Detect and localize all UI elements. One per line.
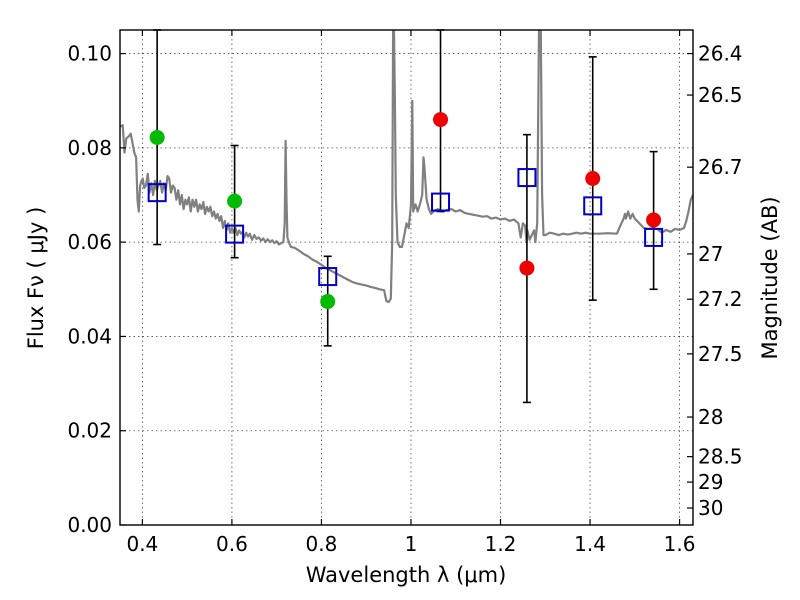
x-tick-label: 0.8	[306, 532, 338, 556]
marker-layer	[147, 29, 664, 404]
observed-flux-point	[519, 260, 535, 276]
y-axis-title-right: Magnitude (AB)	[758, 196, 782, 359]
x-tick-label: 1.4	[574, 532, 606, 556]
right-tick-label: 26.4	[698, 42, 743, 66]
x-tick-label: 1	[405, 532, 418, 556]
right-tick-label: 27.2	[698, 287, 743, 311]
observed-flux-point	[227, 193, 243, 209]
right-tick-label: 28.5	[698, 445, 743, 469]
right-tick-label: 30	[698, 496, 723, 520]
x-tick-label: 1.6	[664, 532, 696, 556]
y-tick-label: 0.10	[67, 42, 112, 66]
model-flux-square	[318, 267, 338, 287]
y-axis-title: Flux Fν ( μJy )	[24, 207, 48, 350]
observed-flux-point	[149, 129, 165, 145]
right-tick-label: 27	[698, 242, 723, 266]
x-tick-label: 0.4	[126, 532, 158, 556]
right-tick-label: 26.7	[698, 155, 743, 179]
observed-flux-point	[320, 294, 336, 310]
observed-flux-point	[433, 112, 449, 128]
data-layer	[120, 30, 693, 304]
y-tick-label: 0.08	[67, 136, 112, 160]
observed-flux-point	[585, 171, 601, 186]
model-flux-square	[644, 227, 664, 247]
right-tick-label: 29	[698, 470, 723, 494]
x-tick-label: 1.2	[485, 532, 517, 556]
plot-background	[120, 30, 693, 525]
right-tick-label: 26.5	[698, 83, 743, 107]
tick-layer: 0.4 0.6 0.8 1 1.2 1.4 1.6 0.00 0.02 0.04 0.06 0.08 0…	[67, 30, 743, 556]
y-tick-label: 0.00	[67, 513, 112, 537]
model-flux-square	[225, 224, 245, 244]
observed-flux-point	[646, 212, 662, 228]
y-tick-label: 0.04	[67, 324, 112, 348]
right-tick-label: 28	[698, 405, 723, 429]
template-spectrum-line	[120, 30, 693, 304]
y-tick-label: 0.02	[67, 419, 112, 443]
model-flux-square	[517, 168, 537, 188]
plot-frame	[119, 29, 694, 526]
model-flux-square	[431, 192, 451, 212]
x-axis-title: Wavelength λ (μm)	[306, 563, 507, 587]
y-tick-label: 0.06	[67, 230, 112, 254]
model-flux-square	[583, 196, 603, 216]
model-flux-square	[147, 183, 167, 203]
right-tick-label: 27.5	[698, 342, 743, 366]
x-tick-label: 0.6	[216, 532, 248, 556]
